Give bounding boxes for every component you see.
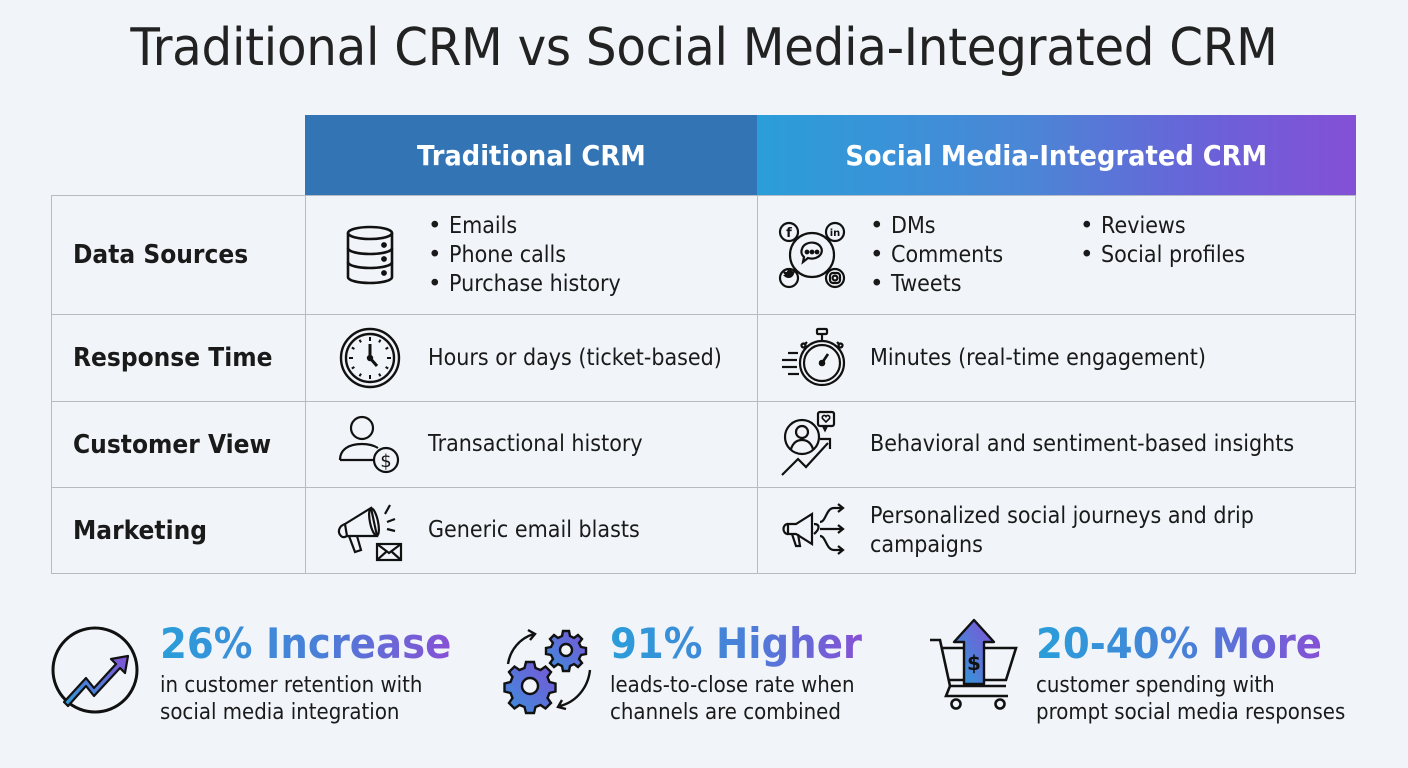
list-item: Reviews (1080, 212, 1290, 241)
social-cell: f in DMs Comments Tweets Reviews Social … (758, 196, 1356, 314)
column-header-social-label: Social Media-Integrated CRM (845, 138, 1268, 172)
table-row-marketing: Marketing Generic email blasts (51, 488, 1356, 574)
data-source-list: Emails Phone calls Purchase history (428, 212, 640, 299)
column-header-traditional-label: Traditional CRM (416, 138, 646, 172)
list-item: Purchase history (428, 270, 640, 299)
response-time-traditional: Hours or days (ticket-based) (428, 344, 722, 371)
gears-cycle-icon (500, 618, 596, 718)
social-source-list-1: DMs Comments Tweets (870, 212, 1080, 299)
list-item: Comments (870, 241, 1080, 270)
social-source-list-2: Reviews Social profiles (1080, 212, 1290, 270)
megaphone-email-icon (334, 495, 406, 567)
social-cell: Personalized social journeys and drip ca… (758, 488, 1356, 573)
stat-headline: 26% Increase (160, 619, 452, 668)
stat-leads-to-close: 91% Higher leads-to-close rate when chan… (500, 618, 884, 726)
page-title: Traditional CRM vs Social Media-Integrat… (130, 18, 1278, 78)
list-item: Tweets (870, 270, 1080, 299)
list-item: DMs (870, 212, 1080, 241)
marketing-social: Personalized social journeys and drip ca… (870, 502, 1254, 558)
clock-icon (334, 322, 406, 394)
stat-description: customer spending with prompt social med… (1036, 673, 1346, 725)
svg-text:f: f (786, 226, 792, 241)
svg-text:in: in (830, 228, 841, 239)
user-insights-icon (776, 409, 848, 481)
user-dollar-icon: $ (334, 409, 406, 481)
stat-retention: 26% Increase in customer retention with … (50, 618, 477, 726)
list-item: Phone calls (428, 241, 640, 270)
social-cell: Minutes (real-time engagement) (758, 315, 1356, 401)
table-row-response-time: Response Time Hours or days (ticket (51, 315, 1356, 402)
stat-headline: 91% Higher (610, 619, 862, 668)
response-time-social: Minutes (real-time engagement) (870, 344, 1206, 371)
megaphone-branching-icon (776, 495, 848, 567)
traditional-cell: $ Transactional history (306, 402, 758, 487)
column-header-traditional: Traditional CRM (305, 115, 757, 195)
traditional-cell: Emails Phone calls Purchase history (306, 196, 758, 314)
table-row-data-sources: Data Sources Emails Phone calls Purchase… (51, 195, 1356, 315)
table-row-customer-view: Customer View $ Transactional history (51, 402, 1356, 488)
database-icon (334, 219, 406, 291)
svg-text:$: $ (967, 651, 981, 675)
stat-headline: 20-40% More (1036, 619, 1323, 668)
column-header-social: Social Media-Integrated CRM (757, 115, 1356, 195)
marketing-traditional: Generic email blasts (428, 517, 640, 543)
social-network-icon: f in (776, 219, 848, 291)
social-cell: Behavioral and sentiment-based insights (758, 402, 1356, 487)
customer-view-traditional: Transactional history (428, 431, 643, 457)
list-item: Social profiles (1080, 241, 1290, 270)
traditional-cell: Generic email blasts (306, 488, 758, 573)
stat-description: in customer retention with social media … (160, 673, 423, 725)
row-label: Data Sources (52, 196, 306, 314)
row-label: Customer View (52, 402, 306, 487)
cart-dollar-up-icon: $ (926, 618, 1022, 718)
row-label: Response Time (52, 315, 306, 401)
traditional-cell: Hours or days (ticket-based) (306, 315, 758, 401)
trend-up-icon (50, 618, 146, 718)
stopwatch-icon (776, 322, 848, 394)
stat-description: leads-to-close rate when channels are co… (610, 673, 855, 725)
svg-text:$: $ (380, 451, 391, 472)
stat-customer-spending: $ 20-40% More customer spending with pro… (926, 618, 1380, 726)
row-label: Marketing (52, 488, 306, 573)
customer-view-social: Behavioral and sentiment-based insights (870, 431, 1295, 457)
list-item: Emails (428, 212, 640, 241)
